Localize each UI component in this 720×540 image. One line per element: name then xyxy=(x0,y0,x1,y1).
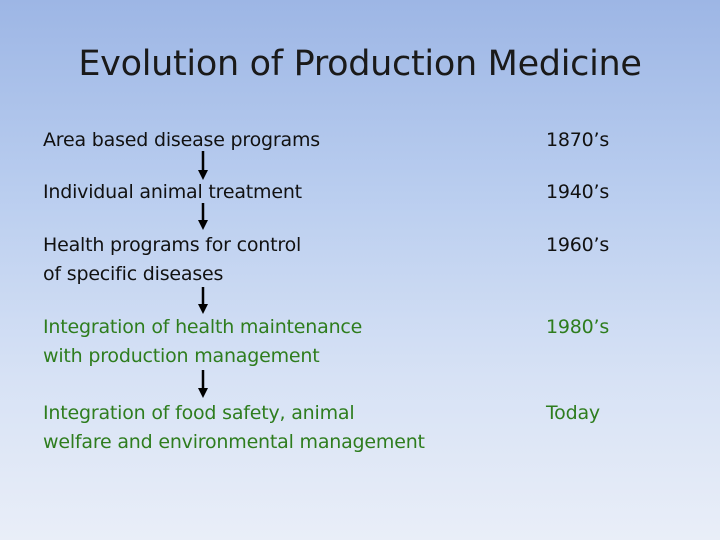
stage-label-2-line1: Individual animal treatment xyxy=(43,181,302,203)
stage-label-2: Individual animal treatment xyxy=(43,178,302,207)
stage-label-5-line2: welfare and environmental management xyxy=(43,431,425,453)
stage-label-3-line1: Health programs for control xyxy=(43,234,302,256)
stage-label-4-line2: with production management xyxy=(43,345,320,367)
stage-label-5-line1: Integration of food safety, animal xyxy=(43,402,355,424)
stage-label-4: Integration of health maintenance with p… xyxy=(43,313,362,371)
stage-label-4-line1: Integration of health maintenance xyxy=(43,316,363,338)
down-arrow-icon xyxy=(198,203,208,230)
stage-label-1: Area based disease programs xyxy=(43,126,320,155)
stage-label-1-line1: Area based disease programs xyxy=(43,129,320,151)
down-arrow-icon xyxy=(198,370,208,398)
stage-year-5: Today xyxy=(546,402,600,424)
stage-label-3: Health programs for control of specific … xyxy=(43,231,301,289)
slide-title: Evolution of Production Medicine xyxy=(78,44,642,84)
down-arrow-icon xyxy=(198,151,208,180)
stage-year-2: 1940’s xyxy=(546,181,610,203)
stage-year-3: 1960’s xyxy=(546,234,610,256)
stage-label-5: Integration of food safety, animal welfa… xyxy=(43,399,425,457)
stage-year-4: 1980’s xyxy=(546,316,610,338)
down-arrow-icon xyxy=(198,287,208,314)
stage-label-3-line2: of specific diseases xyxy=(43,263,224,285)
stage-year-1: 1870’s xyxy=(546,129,610,151)
